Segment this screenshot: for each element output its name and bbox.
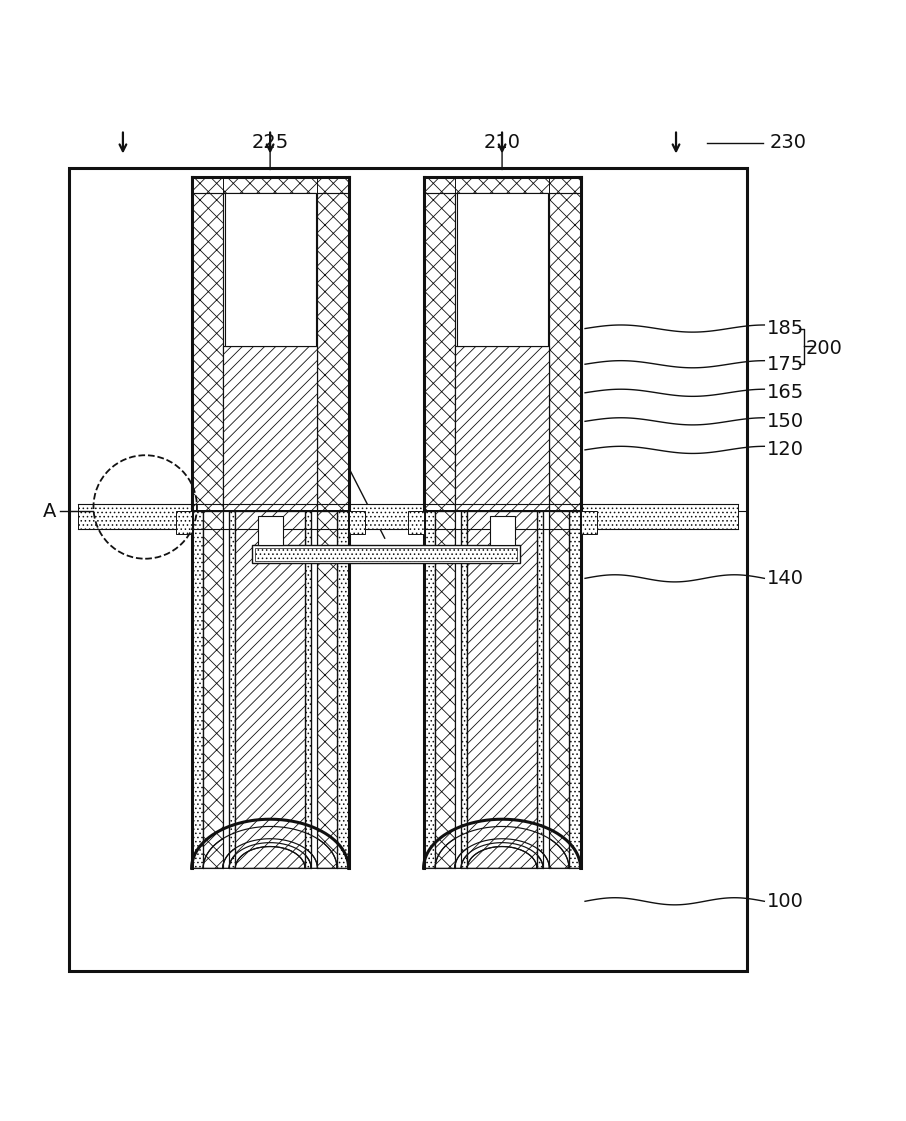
Bar [424, 511, 435, 869]
Bar [223, 511, 229, 869]
Bar [311, 511, 317, 869]
Text: 140: 140 [767, 568, 804, 587]
Text: 210: 210 [484, 133, 521, 152]
Bar [549, 511, 569, 869]
Bar [305, 511, 311, 869]
Text: A: A [43, 502, 56, 521]
Text: 225: 225 [252, 133, 289, 152]
PathPatch shape [203, 826, 337, 869]
Bar [225, 193, 315, 345]
Bar [223, 345, 317, 511]
Bar [255, 548, 517, 560]
Bar [229, 511, 236, 869]
Bar [581, 511, 597, 534]
Bar [317, 511, 337, 869]
Bar [78, 504, 191, 529]
Bar [569, 511, 581, 869]
Bar [203, 511, 223, 869]
Bar [455, 511, 461, 869]
PathPatch shape [435, 826, 569, 869]
PathPatch shape [203, 826, 337, 869]
Text: 150: 150 [767, 411, 805, 430]
PathPatch shape [435, 826, 569, 869]
Bar [549, 177, 581, 511]
Text: 230: 230 [770, 133, 806, 152]
PathPatch shape [236, 846, 305, 869]
Bar [236, 511, 305, 869]
Bar [424, 177, 581, 193]
Bar [461, 511, 467, 869]
PathPatch shape [461, 843, 543, 869]
Text: 185: 185 [767, 319, 805, 339]
Bar [489, 516, 515, 545]
Bar [457, 193, 547, 345]
Bar [337, 511, 349, 869]
PathPatch shape [203, 826, 337, 869]
Bar [176, 511, 191, 534]
PathPatch shape [435, 826, 569, 869]
Bar [70, 168, 747, 971]
Bar [317, 177, 349, 511]
PathPatch shape [467, 846, 537, 869]
Bar [191, 511, 203, 869]
Bar [581, 504, 738, 529]
Bar [424, 177, 455, 511]
PathPatch shape [229, 843, 311, 869]
PathPatch shape [424, 819, 581, 869]
Bar [467, 511, 537, 869]
Bar [349, 511, 365, 534]
Bar [349, 504, 424, 529]
Bar [191, 177, 349, 193]
Bar [408, 511, 424, 534]
Bar [543, 511, 549, 869]
PathPatch shape [223, 839, 317, 869]
Text: 175: 175 [767, 354, 805, 373]
Text: 100: 100 [767, 892, 804, 910]
Bar [435, 511, 455, 869]
Text: 120: 120 [767, 441, 804, 460]
Text: 165: 165 [767, 383, 805, 402]
Bar [257, 516, 283, 545]
Text: B: B [337, 453, 351, 472]
Bar [455, 345, 549, 511]
Bar [252, 545, 520, 563]
PathPatch shape [191, 819, 349, 869]
Bar [424, 511, 581, 869]
PathPatch shape [455, 839, 549, 869]
Bar [191, 177, 223, 511]
Text: 200: 200 [805, 339, 843, 358]
Bar [537, 511, 543, 869]
Bar [191, 511, 349, 869]
